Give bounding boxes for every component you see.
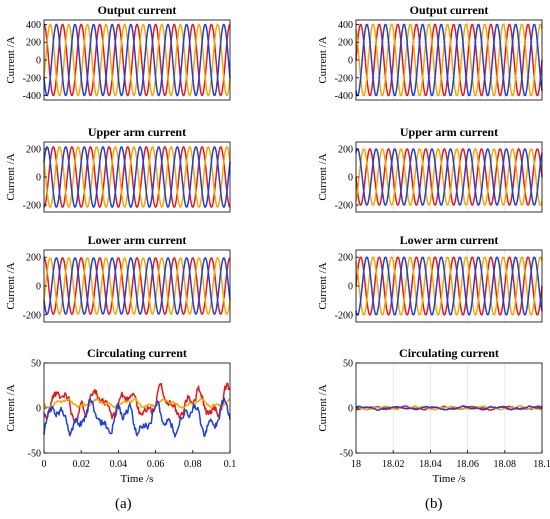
series-line-phase_c bbox=[43, 257, 231, 315]
y-tick-label: 0 bbox=[348, 56, 353, 67]
y-tick-label: 0 bbox=[348, 282, 353, 293]
chart-title: Circulating current bbox=[87, 346, 187, 360]
chart-title: Circulating current bbox=[399, 346, 499, 360]
y-axis-label: Current /A bbox=[5, 36, 17, 83]
x-tick-label: 18.08 bbox=[494, 459, 517, 470]
x-tick-label: 18.04 bbox=[419, 459, 442, 470]
series-line-phase_c bbox=[355, 148, 543, 206]
y-tick-label: -200 bbox=[335, 310, 353, 321]
x-tick-label: 0.02 bbox=[72, 459, 90, 470]
y-tick-label: 0 bbox=[36, 56, 41, 67]
chart-a2: -200 0 200 Upper arm current Current /A bbox=[5, 125, 231, 213]
y-tick-label: -50 bbox=[28, 449, 41, 460]
y-axis-label: Current /A bbox=[5, 153, 17, 200]
y-tick-label: -200 bbox=[23, 310, 41, 321]
series-line-phase_c bbox=[43, 397, 231, 438]
chart-title: Upper arm current bbox=[88, 125, 186, 139]
y-tick-label: -200 bbox=[335, 73, 353, 84]
series-line-phase_c bbox=[43, 23, 231, 97]
y-tick-label: -50 bbox=[340, 449, 353, 460]
y-tick-label: 400 bbox=[26, 20, 41, 31]
series-line-phase_a bbox=[355, 148, 543, 206]
plot-area bbox=[44, 142, 230, 212]
series-line-phase_b bbox=[43, 397, 231, 409]
y-tick-label: 0 bbox=[36, 282, 41, 293]
chart-title: Upper arm current bbox=[400, 125, 498, 139]
y-tick-label: 400 bbox=[338, 20, 353, 31]
y-tick-label: 200 bbox=[338, 253, 353, 264]
y-axis-label: Current /A bbox=[317, 262, 329, 309]
x-tick-label: 18.1 bbox=[533, 459, 550, 470]
x-tick-label: 18 bbox=[351, 459, 361, 470]
chart-title: Output current bbox=[98, 3, 177, 17]
x-tick-label: 0 bbox=[42, 459, 47, 470]
y-tick-label: 50 bbox=[343, 359, 353, 370]
y-tick-label: 0 bbox=[36, 173, 41, 184]
y-tick-label: -400 bbox=[335, 91, 353, 102]
y-tick-label: 200 bbox=[26, 253, 41, 264]
panel-label-b: (b) bbox=[425, 496, 443, 512]
chart-b2: -200 0 200 Upper arm current Current /A bbox=[317, 125, 543, 213]
series-line-phase_b bbox=[355, 256, 543, 316]
chart-a1: -400 -200 0 200 400 Output current Current /A bbox=[5, 3, 231, 102]
y-tick-label: 200 bbox=[26, 38, 41, 49]
series-line-phase_c bbox=[355, 405, 543, 411]
x-tick-label: 18.02 bbox=[382, 459, 405, 470]
y-tick-label: -200 bbox=[23, 73, 41, 84]
x-axis-label: Time /s bbox=[121, 473, 154, 485]
series-line-phase_c bbox=[355, 256, 543, 316]
y-tick-label: 200 bbox=[26, 145, 41, 156]
series-line-phase_b bbox=[355, 404, 543, 411]
panel-label-a: (a) bbox=[115, 496, 132, 512]
y-axis-label: Current /A bbox=[317, 153, 329, 200]
y-tick-label: 0 bbox=[348, 404, 353, 415]
y-axis-label: Current /A bbox=[5, 384, 17, 431]
chart-b1: -400 -200 0 200 400 Output current Current /A bbox=[317, 3, 543, 102]
chart-b4: -50 0 50 18 18.02 18.04 18.06 18.08 18.1 Circulat… bbox=[317, 346, 550, 485]
y-tick-label: 200 bbox=[338, 145, 353, 156]
chart-b3: -200 0 200 Lower arm current Current /A bbox=[317, 233, 543, 323]
chart-title: Lower arm current bbox=[400, 233, 499, 247]
series-line-phase_b bbox=[355, 23, 543, 97]
y-tick-label: 0 bbox=[348, 173, 353, 184]
y-tick-label: -200 bbox=[335, 201, 353, 212]
x-axis-label: Time /s bbox=[433, 473, 466, 485]
y-tick-label: -400 bbox=[23, 91, 41, 102]
y-tick-label: 200 bbox=[338, 38, 353, 49]
series-line-phase_b bbox=[355, 148, 543, 206]
y-tick-label: 50 bbox=[31, 359, 41, 370]
y-axis-label: Current /A bbox=[317, 36, 329, 83]
chart-a3: -200 0 200 Lower arm current Current /A bbox=[5, 233, 231, 323]
y-tick-label: 0 bbox=[36, 404, 41, 415]
chart-title: Output current bbox=[410, 3, 489, 17]
plot-area bbox=[44, 20, 230, 100]
plot-area bbox=[44, 250, 230, 322]
series-line-phase_a bbox=[355, 256, 543, 316]
y-tick-label: -200 bbox=[23, 201, 41, 212]
x-tick-label: 0.06 bbox=[147, 459, 165, 470]
x-tick-label: 18.06 bbox=[456, 459, 479, 470]
series-line-phase_a bbox=[355, 23, 543, 97]
x-tick-label: 0.04 bbox=[110, 459, 128, 470]
x-tick-label: 0.1 bbox=[224, 459, 237, 470]
series-line-phase_c bbox=[43, 146, 231, 208]
x-tick-label: 0.08 bbox=[184, 459, 202, 470]
y-axis-label: Current /A bbox=[317, 384, 329, 431]
series-line-phase_c bbox=[355, 23, 543, 97]
chart-title: Lower arm current bbox=[88, 233, 187, 247]
y-axis-label: Current /A bbox=[5, 262, 17, 309]
